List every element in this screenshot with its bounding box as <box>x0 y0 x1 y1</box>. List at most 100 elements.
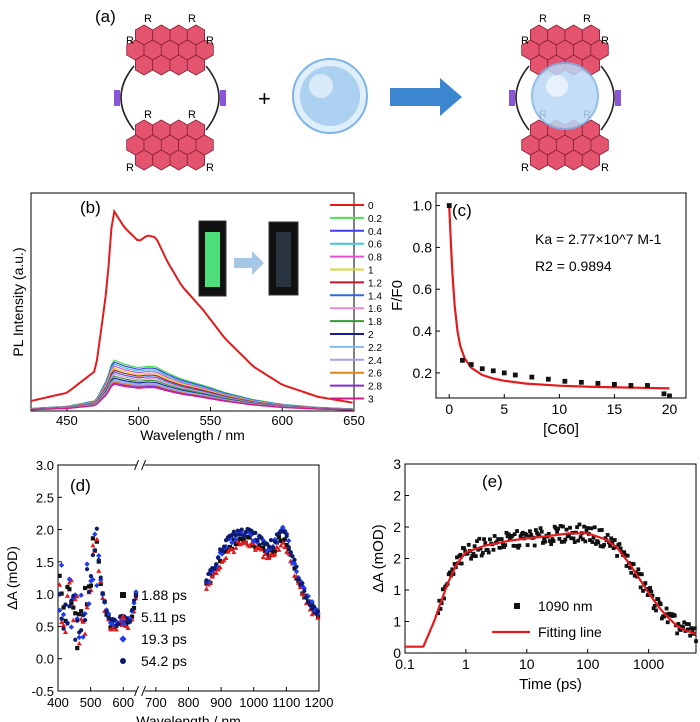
data-point <box>665 620 670 625</box>
data-point <box>102 599 107 604</box>
data-point <box>568 525 572 530</box>
x-axis-label: Time (ps) <box>519 676 582 693</box>
data-point <box>578 379 584 385</box>
data-point <box>61 622 67 627</box>
data-point <box>212 566 217 571</box>
data-point <box>86 601 92 607</box>
data-point <box>231 529 236 534</box>
data-point <box>315 609 321 614</box>
data-point <box>90 536 96 541</box>
data-point <box>661 391 667 397</box>
c60-encapsulated <box>531 62 599 130</box>
data-point <box>542 537 547 542</box>
panel-d-transient-spectra: 400 500 600 700 800 900 1000 1100 1200 -0.5 0.0 0.5… <box>4 458 333 722</box>
data-point <box>672 613 677 618</box>
data-point <box>241 534 246 539</box>
data-point <box>80 619 86 624</box>
data-point <box>59 616 64 621</box>
legend-label: 54.2 ps <box>141 653 187 669</box>
data-point <box>483 541 488 545</box>
data-point <box>479 553 484 558</box>
data-point <box>243 529 248 535</box>
data-point <box>687 622 691 627</box>
data-point <box>506 532 511 537</box>
y-tick-label: 2.0 <box>36 523 54 538</box>
data-point <box>73 637 78 642</box>
x-tick-label: 1000 <box>633 656 664 672</box>
data-point <box>284 542 289 548</box>
x-tick-label: 600 <box>271 413 293 428</box>
x-tick-label: 650 <box>343 413 365 428</box>
data-point <box>575 525 579 530</box>
data-point <box>684 622 689 626</box>
data-point <box>491 547 496 552</box>
data-point <box>313 606 319 613</box>
legend-label: 1.8 <box>368 317 382 328</box>
cycloparaphenylene-chain-right <box>600 65 615 131</box>
panel-a-label: (a) <box>95 7 116 26</box>
data-point <box>229 539 235 546</box>
data-point <box>496 537 501 541</box>
substituent-r-label: R <box>601 162 609 174</box>
data-point <box>437 598 442 603</box>
legend-label: 2.2 <box>368 343 382 354</box>
data-point <box>213 570 219 575</box>
data-point <box>551 539 556 543</box>
data-point <box>90 552 96 558</box>
data-point <box>639 572 644 577</box>
data-point <box>243 539 249 545</box>
data-point <box>92 531 98 537</box>
x-tick-label: 400 <box>47 695 69 710</box>
data-point <box>280 540 286 545</box>
data-point <box>495 539 499 544</box>
data-point <box>61 626 66 631</box>
data-point <box>77 612 82 617</box>
y-tick-label: 0.4 <box>413 323 433 339</box>
legend-label: 2.8 <box>368 382 382 393</box>
data-point <box>98 575 103 580</box>
data-point <box>681 625 685 630</box>
data-point <box>112 617 117 622</box>
data-point <box>79 609 84 614</box>
data-point <box>268 538 274 543</box>
data-point <box>475 539 479 544</box>
y-tick-label: 1 <box>393 614 401 630</box>
legend-marker <box>119 613 127 620</box>
data-point <box>94 539 99 544</box>
data-point <box>280 524 286 530</box>
panel-b-label: (b) <box>80 198 101 217</box>
axis-break-gap-bottom <box>136 685 145 697</box>
data-point <box>638 585 643 590</box>
data-point <box>515 529 519 533</box>
data-point <box>71 605 76 610</box>
data-point <box>553 526 558 531</box>
photo-arrow <box>234 251 264 275</box>
data-point <box>209 568 216 574</box>
data-point <box>572 540 577 544</box>
data-point <box>669 612 674 616</box>
data-point <box>302 588 307 594</box>
data-point <box>694 639 698 644</box>
y-tick-label: 0.6 <box>413 281 433 297</box>
data-point <box>63 602 68 607</box>
data-point <box>57 573 62 578</box>
x-axis-label: Wavelength / nm <box>136 713 241 722</box>
linker-phenyl-left <box>114 90 120 106</box>
y-tick-label: 3.0 <box>36 458 54 473</box>
data-point <box>100 591 105 596</box>
data-point <box>216 555 221 561</box>
data-point <box>296 577 301 582</box>
data-point <box>450 567 455 572</box>
data-point <box>84 604 90 610</box>
data-point <box>218 558 223 564</box>
data-point <box>610 540 615 545</box>
data-point <box>252 547 258 552</box>
y-tick-label: 3 <box>393 456 401 472</box>
data-point <box>631 562 636 567</box>
data-point <box>84 567 90 572</box>
y-tick-label: 0.8 <box>413 239 433 255</box>
linker-phenyl-left <box>509 90 515 106</box>
data-point <box>512 532 517 537</box>
data-point <box>512 372 518 378</box>
data-point <box>602 542 607 547</box>
